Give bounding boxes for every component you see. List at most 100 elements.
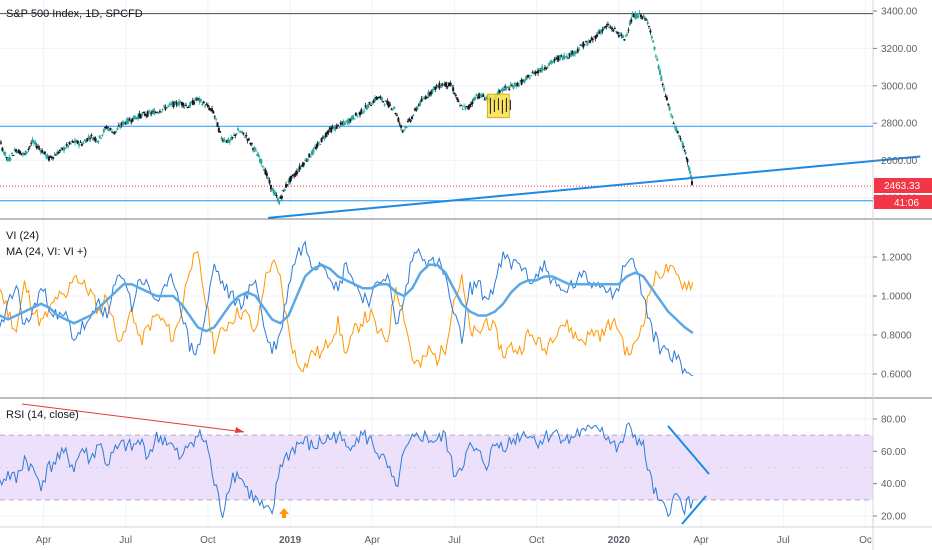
vi-plus-line[interactable] (0, 251, 694, 373)
candle-body (601, 29, 604, 32)
candle-body (598, 31, 601, 34)
candle-body (5, 157, 8, 159)
vi-moving-average-line[interactable] (0, 253, 694, 335)
candle-body (686, 159, 689, 163)
candle-body (358, 111, 361, 116)
candle-body (89, 138, 92, 140)
candle-body (458, 104, 461, 107)
candle-body (234, 134, 237, 136)
candle-body (663, 87, 666, 91)
candle-body (249, 143, 252, 145)
candle-body (571, 50, 574, 55)
candle-body (264, 169, 267, 175)
candle-body (688, 167, 691, 171)
candle-body (217, 127, 220, 133)
candle-body (478, 93, 481, 99)
candle-body (261, 165, 264, 167)
candle-body (334, 125, 337, 130)
candle-body (187, 106, 190, 108)
candle-body (360, 109, 363, 114)
candle-body (312, 148, 315, 153)
candle-body (313, 147, 316, 149)
candle-body (612, 30, 615, 32)
candle-body (8, 157, 11, 161)
candle-body (235, 133, 238, 135)
candle-body (123, 121, 126, 124)
candle-body (60, 147, 63, 149)
candle-body (341, 123, 344, 125)
candle-body (241, 131, 244, 133)
candle-body (258, 158, 261, 163)
candle-body (315, 146, 318, 150)
candle-body (679, 138, 682, 140)
candle-body (328, 127, 331, 130)
candle-body (542, 69, 545, 71)
candle-body (421, 98, 424, 100)
candle-body (304, 159, 307, 161)
candle-body (504, 86, 507, 88)
rsi-ascending-trendline[interactable] (681, 495, 707, 525)
candle-body (468, 104, 471, 108)
divergence-arrow-line[interactable] (21, 403, 245, 433)
candle-body (364, 105, 367, 107)
candle-body (257, 154, 260, 158)
rsi-descending-trendline[interactable] (667, 425, 710, 475)
candle-body (100, 137, 103, 139)
candle-body (432, 86, 435, 89)
candle-body (242, 132, 245, 134)
candle-body (175, 101, 178, 105)
candle-body (623, 38, 626, 41)
up-arrow-marker[interactable] (279, 508, 289, 518)
candle-body (84, 140, 87, 143)
candle-body (168, 103, 171, 105)
candle-body (530, 75, 533, 77)
candle-body (556, 57, 559, 60)
candle-body (46, 154, 49, 159)
candle-body (183, 105, 186, 107)
candle-body (124, 122, 127, 125)
candle-body (320, 137, 323, 143)
price-pane[interactable] (0, 10, 921, 219)
candle-body (75, 140, 78, 143)
candle-body (265, 172, 268, 177)
vi-pane[interactable] (0, 233, 694, 377)
candle-body (63, 147, 66, 151)
candle-body (464, 106, 467, 110)
candle-body (346, 120, 349, 124)
candle-body (311, 151, 314, 155)
candle-body (361, 112, 364, 114)
candle-body (130, 121, 133, 123)
vi-indicator-title[interactable]: VI (24) (6, 230, 39, 242)
rising-trendline[interactable] (268, 155, 921, 219)
rsi-indicator-title[interactable]: RSI (14, close) (6, 409, 79, 421)
candle-body (126, 118, 129, 125)
candle-body (502, 88, 505, 92)
rsi-line[interactable] (0, 422, 694, 518)
candle-body (161, 108, 164, 110)
candle-body (664, 96, 667, 98)
candle-body (401, 130, 404, 132)
candle-body (65, 144, 68, 146)
candle-body (83, 140, 86, 142)
candle-body (189, 102, 192, 107)
candle-body (227, 138, 230, 143)
vi-ma-title[interactable]: MA (24, VI: VI +) (6, 246, 87, 258)
candle-body (74, 139, 77, 143)
candle-body (611, 27, 614, 30)
candle-body (546, 66, 549, 68)
candle-body (578, 49, 581, 51)
candle-body (106, 127, 109, 129)
candle-body (516, 83, 519, 87)
candle-body (532, 71, 535, 75)
candle-body (86, 138, 89, 142)
candle-body (687, 165, 690, 168)
candle-body (232, 135, 235, 137)
candle-body (471, 101, 474, 105)
candle-body (105, 127, 108, 129)
candle-body (308, 153, 311, 158)
rsi-pane[interactable] (0, 403, 873, 525)
candle-body (632, 13, 635, 18)
candle-body (456, 97, 459, 101)
bar-countdown-badge (874, 195, 932, 209)
